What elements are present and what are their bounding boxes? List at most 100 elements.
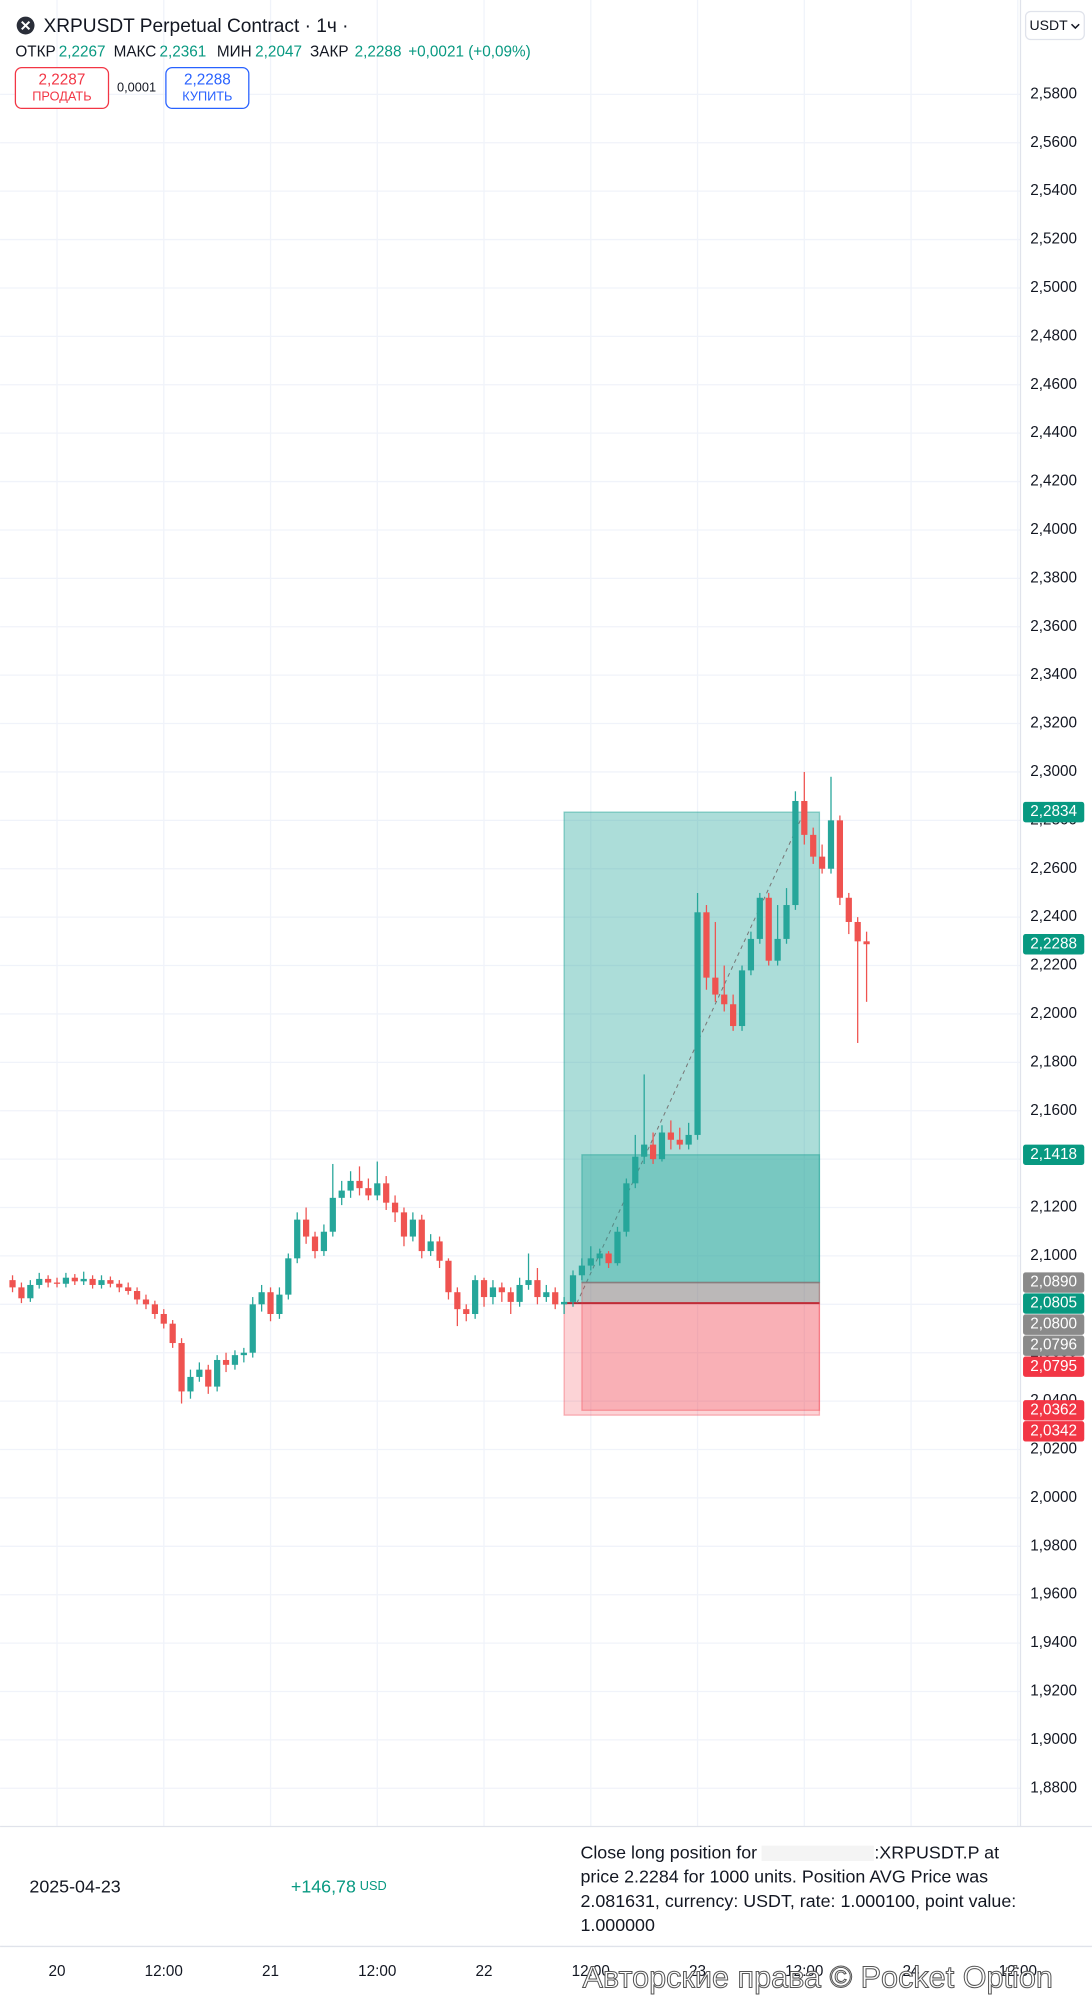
y-tick-label: 2,2600 (1030, 860, 1077, 877)
candle-body (623, 1183, 630, 1232)
price-label-box (1023, 1356, 1085, 1377)
candle-body (231, 1355, 239, 1365)
price-label-box (1023, 1335, 1085, 1356)
candle-body (632, 1156, 639, 1184)
position-tools (563, 811, 821, 1416)
candle-body (525, 1280, 532, 1285)
price-label: 2,1418 (1030, 1146, 1077, 1163)
y-tick-label: 2,3400 (1030, 666, 1077, 683)
y-tick-label: 2,5800 (1030, 85, 1077, 102)
y-tick-label: 2,2000 (1030, 1005, 1077, 1022)
candle-body (400, 1212, 408, 1237)
y-tick-label: 2,5200 (1030, 231, 1077, 248)
currency-dropdown[interactable] (1024, 10, 1085, 41)
candle-body (365, 1188, 372, 1196)
y-tick-label: 2,1600 (1030, 1102, 1077, 1119)
candle-body (694, 912, 701, 1135)
profit-zone (563, 811, 821, 1304)
sell-button[interactable] (14, 66, 110, 110)
trade-message-box: Close long position for :XRPUSDT.P at pr… (580, 1842, 1016, 1935)
candle-body (801, 800, 808, 835)
candle-body (783, 905, 790, 939)
y-tick-label: 2,3800 (1030, 569, 1077, 586)
candle-body (151, 1304, 158, 1314)
candle-body (329, 1197, 336, 1232)
ohlc-label: ОТКР (15, 43, 55, 60)
candle-body (765, 897, 772, 961)
y-tick-label: 1,8800 (1030, 1779, 1077, 1796)
ohlc-value: 2,2267 (59, 43, 106, 60)
price-label: 2,2834 (1030, 803, 1077, 820)
candle-body (240, 1352, 247, 1356)
redacted-account (762, 1846, 875, 1862)
candle-body (596, 1253, 603, 1259)
candle-body (676, 1139, 683, 1145)
candle-body (249, 1304, 256, 1353)
candle-body (427, 1241, 434, 1252)
candle-body (125, 1287, 132, 1292)
candle-body (320, 1231, 328, 1252)
candle-body (658, 1132, 666, 1160)
candle-body (311, 1236, 319, 1252)
candle-body (303, 1219, 310, 1237)
candle-body (560, 1301, 568, 1305)
buy-label[interactable]: КУПИТЬ (182, 88, 232, 103)
price-label-box (1023, 1144, 1085, 1165)
ohlc-row: ОТКР 2,2267 МАКС 2,2361 МИН 2,2047 ЗАКР 2,2288 (15, 43, 401, 60)
ohlc-label: ЗАКР (310, 43, 349, 60)
x-tick-label: 24 (903, 1963, 921, 1980)
x-tick-label: 12:00 (785, 1963, 823, 1980)
candle-body (36, 1278, 43, 1285)
candle-body (641, 1144, 648, 1157)
price-label: 2,0342 (1030, 1422, 1077, 1439)
candle-body (169, 1323, 176, 1344)
ohlc-value: 2,2361 (160, 43, 207, 60)
x-tick-label: 21 (262, 1963, 279, 1980)
sell-label[interactable]: ПРОДАТЬ (32, 88, 91, 103)
trade-pnl-unit: USD (360, 1878, 387, 1893)
candle-body (98, 1280, 105, 1285)
candle-body (276, 1294, 283, 1314)
buy-button[interactable] (165, 66, 250, 110)
candle-body (578, 1265, 586, 1276)
candle-body (614, 1231, 621, 1264)
dropdown-caret[interactable] (1070, 23, 1080, 30)
candle-body (80, 1278, 87, 1282)
price-label: 2,0805 (1030, 1295, 1077, 1312)
candle-body (62, 1277, 70, 1284)
candle-body (516, 1284, 523, 1302)
candle-body (258, 1292, 265, 1305)
spread: 0,0001 (117, 79, 156, 94)
price-label: 2,0795 (1030, 1358, 1077, 1375)
y-tick-label: 1,9400 (1030, 1634, 1077, 1651)
y-tick-label: 2,1200 (1030, 1199, 1077, 1216)
candle-body (605, 1253, 612, 1264)
trade-date: 2025-04-23 (29, 1876, 120, 1896)
candle-body (418, 1219, 425, 1252)
candle-body (214, 1359, 221, 1387)
candle-body (845, 897, 852, 922)
candle-body (222, 1359, 230, 1365)
buy-price[interactable]: 2,2288 (184, 71, 231, 88)
symbol-icon-mark (21, 20, 31, 31)
y-tick-label: 2,0000 (1030, 1489, 1077, 1506)
price-label: 2,0796 (1030, 1337, 1077, 1354)
price-label-box (1023, 801, 1085, 823)
y-tick-label: 2,3000 (1030, 763, 1077, 780)
candle-body (205, 1369, 212, 1387)
candle-body (721, 994, 728, 1005)
candles (9, 771, 870, 1404)
sell-price[interactable]: 2,2287 (39, 71, 86, 88)
candle-body (667, 1132, 674, 1140)
price-label: 2,0362 (1030, 1401, 1077, 1418)
trade-panel-background (0, 1826, 1092, 1947)
candle-body (543, 1292, 550, 1298)
y-tick-label: 2,1000 (1030, 1247, 1077, 1264)
candle-body (436, 1241, 443, 1261)
price-label-box (1023, 1272, 1085, 1293)
y-tick-label: 1,9000 (1030, 1731, 1077, 1748)
trade-panel: 2025-04-23 +146,78 USD Close long positi… (0, 1825, 1092, 1948)
currency-label[interactable]: USDT (1029, 17, 1068, 33)
time-axis: 20 12:00 21 12:00 22 12:00 23 12:00 24 12:00 (49, 1963, 1037, 1980)
